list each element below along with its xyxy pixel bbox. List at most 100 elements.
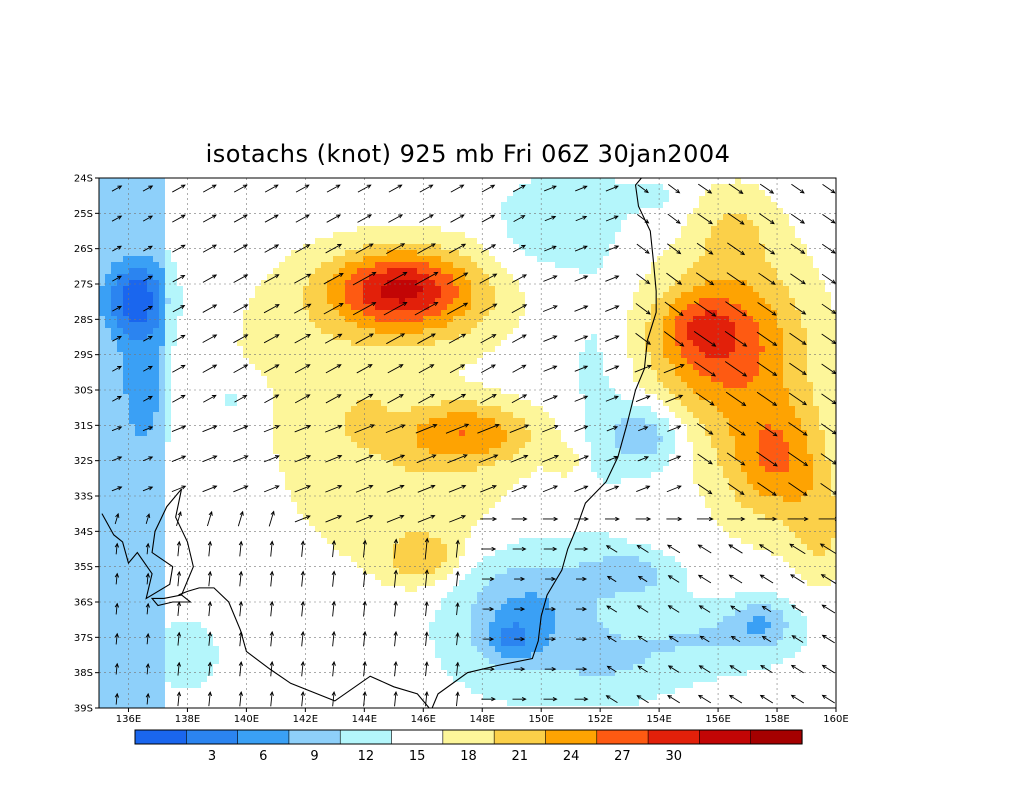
speed-cell: [555, 262, 562, 269]
speed-cell: [537, 208, 544, 215]
speed-cell: [795, 274, 802, 281]
speed-cell: [567, 304, 574, 311]
speed-cell: [153, 250, 160, 257]
speed-cell: [363, 232, 370, 239]
speed-cell: [303, 256, 310, 263]
speed-cell: [597, 274, 604, 281]
speed-cell: [669, 346, 676, 353]
speed-cell: [129, 286, 136, 293]
speed-cell: [651, 382, 658, 389]
speed-cell: [213, 214, 220, 221]
speed-cell: [135, 346, 142, 353]
speed-cell: [783, 190, 790, 197]
speed-cell: [159, 298, 166, 305]
speed-cell: [369, 244, 376, 251]
speed-cell: [567, 190, 574, 197]
speed-cell: [615, 190, 622, 197]
speed-cell: [111, 370, 118, 377]
speed-cell: [471, 274, 478, 281]
speed-cell: [705, 268, 712, 275]
speed-cell: [567, 178, 574, 185]
speed-cell: [711, 244, 718, 251]
speed-cell: [225, 262, 232, 269]
speed-cell: [513, 304, 520, 311]
speed-cell: [207, 178, 214, 185]
speed-cell: [123, 286, 130, 293]
speed-cell: [735, 244, 742, 251]
speed-cell: [495, 208, 502, 215]
speed-cell: [753, 244, 760, 251]
speed-cell: [543, 214, 550, 221]
speed-cell: [153, 202, 160, 209]
speed-cell: [183, 304, 190, 311]
speed-cell: [531, 292, 538, 299]
speed-cell: [489, 298, 496, 305]
speed-cell: [579, 304, 586, 311]
speed-cell: [561, 328, 568, 335]
speed-cell: [753, 220, 760, 227]
speed-cell: [315, 190, 322, 197]
speed-cell: [141, 400, 148, 407]
speed-cell: [435, 292, 442, 299]
speed-cell: [327, 292, 334, 299]
speed-cell: [477, 358, 484, 365]
speed-cell: [807, 178, 814, 185]
speed-cell: [723, 364, 730, 371]
speed-cell: [303, 304, 310, 311]
speed-cell: [105, 394, 112, 401]
speed-cell: [489, 418, 496, 425]
speed-cell: [801, 382, 808, 389]
speed-cell: [381, 190, 388, 197]
speed-cell: [261, 184, 268, 191]
speed-cell: [147, 370, 154, 377]
speed-cell: [321, 178, 328, 185]
speed-cell: [399, 310, 406, 317]
speed-cell: [225, 334, 232, 341]
speed-cell: [351, 352, 358, 359]
speed-cell: [315, 304, 322, 311]
speed-cell: [513, 244, 520, 251]
speed-cell: [279, 262, 286, 269]
speed-cell: [261, 328, 268, 335]
speed-cell: [717, 364, 724, 371]
speed-cell: [429, 358, 436, 365]
speed-cell: [147, 328, 154, 335]
speed-cell: [117, 220, 124, 227]
speed-cell: [507, 196, 514, 203]
speed-cell: [219, 262, 226, 269]
speed-cell: [351, 340, 358, 347]
speed-cell: [411, 382, 418, 389]
speed-cell: [465, 334, 472, 341]
speed-cell: [405, 334, 412, 341]
speed-cell: [399, 280, 406, 287]
speed-cell: [711, 256, 718, 263]
speed-cell: [591, 280, 598, 287]
speed-cell: [693, 208, 700, 215]
speed-cell: [363, 340, 370, 347]
speed-cell: [159, 244, 166, 251]
speed-cell: [615, 304, 622, 311]
speed-cell: [135, 208, 142, 215]
speed-cell: [603, 244, 610, 251]
speed-cell: [567, 328, 574, 335]
speed-cell: [639, 412, 646, 419]
speed-cell: [135, 370, 142, 377]
speed-cell: [435, 286, 442, 293]
speed-cell: [585, 340, 592, 347]
speed-cell: [267, 406, 274, 413]
speed-cell: [825, 406, 832, 413]
speed-cell: [825, 280, 832, 287]
speed-cell: [537, 262, 544, 269]
speed-cell: [369, 418, 376, 425]
speed-cell: [393, 364, 400, 371]
speed-cell: [675, 184, 682, 191]
speed-cell: [189, 322, 196, 329]
speed-cell: [201, 238, 208, 245]
speed-cell: [501, 340, 508, 347]
speed-cell: [567, 268, 574, 275]
speed-cell: [771, 406, 778, 413]
speed-cell: [195, 292, 202, 299]
speed-cell: [555, 304, 562, 311]
speed-cell: [789, 340, 796, 347]
